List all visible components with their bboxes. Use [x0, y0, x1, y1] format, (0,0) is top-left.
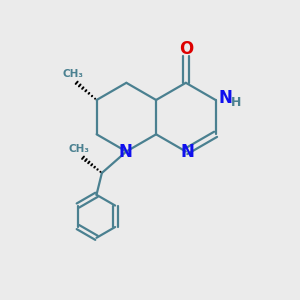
- Text: CH₃: CH₃: [62, 69, 83, 79]
- Text: CH₃: CH₃: [69, 144, 90, 154]
- Text: O: O: [179, 40, 193, 58]
- Text: N: N: [180, 143, 194, 161]
- Text: H: H: [231, 96, 242, 109]
- Text: N: N: [218, 89, 232, 107]
- Text: N: N: [119, 143, 133, 161]
